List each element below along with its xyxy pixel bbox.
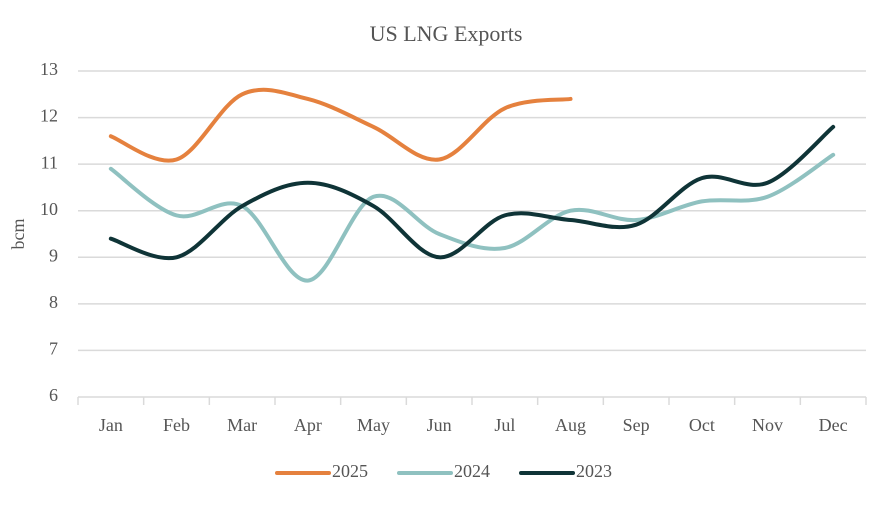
- x-tick-label: Oct: [689, 415, 715, 435]
- y-tick-label: 13: [40, 59, 58, 79]
- y-tick-label: 9: [49, 245, 58, 265]
- x-tick-label: Apr: [294, 415, 322, 435]
- line-series: [108, 152, 836, 283]
- legend-label: 2024: [454, 461, 490, 481]
- line-series: [108, 124, 836, 261]
- x-tick-label: Feb: [163, 415, 190, 435]
- legend-label: 2023: [576, 461, 612, 481]
- x-tick-label: Jun: [427, 415, 452, 435]
- x-tick-label: Jul: [494, 415, 515, 435]
- y-axis-label: bcm: [8, 219, 28, 250]
- x-tick-label: Dec: [819, 415, 848, 435]
- x-tick-label: Mar: [227, 415, 257, 435]
- x-tick-label: Aug: [555, 415, 586, 435]
- chart-title: US LNG Exports: [370, 21, 523, 46]
- line-series: [108, 87, 573, 163]
- x-tick-label: Nov: [752, 415, 783, 435]
- y-tick-label: 6: [49, 385, 58, 405]
- y-tick-label: 11: [41, 152, 58, 172]
- y-tick-label: 12: [40, 106, 58, 126]
- x-tick-label: May: [357, 415, 390, 435]
- x-tick-label: Sep: [623, 415, 650, 435]
- x-tick-label: Jan: [99, 415, 123, 435]
- y-tick-label: 7: [49, 339, 58, 359]
- y-tick-label: 8: [49, 292, 58, 312]
- y-tick-label: 10: [40, 199, 58, 219]
- legend-label: 2025: [332, 461, 368, 481]
